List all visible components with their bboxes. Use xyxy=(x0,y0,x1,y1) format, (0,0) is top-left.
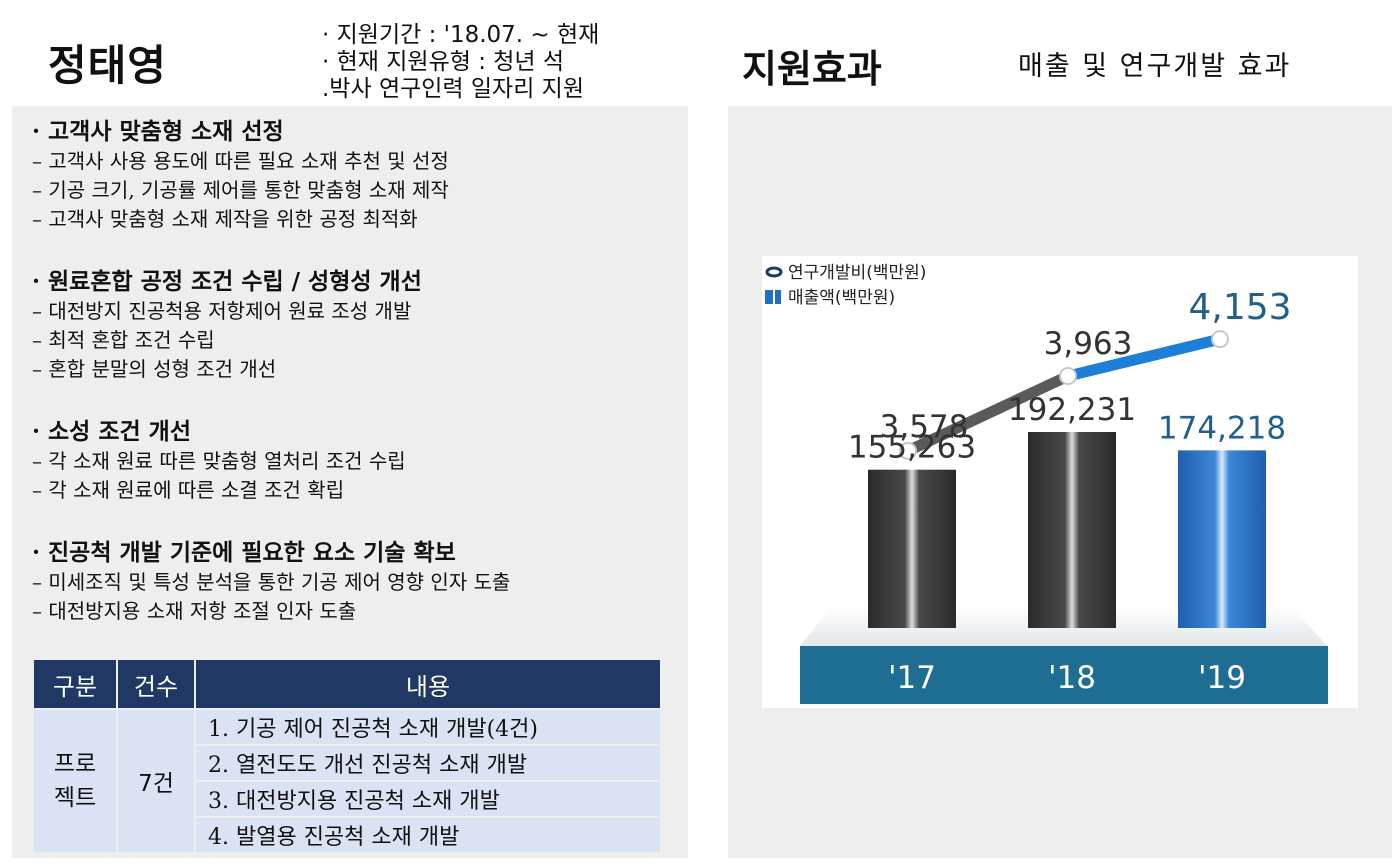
count-cell: 7건 xyxy=(118,710,194,852)
section-item: – 각 소재 원료 따른 맞춤형 열처리 조건 수립 xyxy=(32,449,406,473)
bar-value-label: 174,218 xyxy=(1158,410,1286,446)
rnd-point xyxy=(1211,330,1229,349)
header-count: 건수 xyxy=(118,660,194,708)
effect-subtitle: 매출 및 연구개발 효과 xyxy=(1018,51,1292,82)
support-period: · 지원기간 : '18.07. ~ 현재 xyxy=(322,22,600,48)
x-tick-label: '18 xyxy=(1048,660,1096,696)
section-item: – 기공 크기, 기공률 제어를 통한 맞춤형 소재 제작 xyxy=(32,178,449,202)
section-item: – 고객사 사용 용도에 따른 필요 소재 추천 및 선정 xyxy=(32,149,449,173)
effect-title: 지원효과 xyxy=(742,47,882,91)
table-header-row: 구분 건수 내용 xyxy=(34,660,660,708)
category-line: 젝트 xyxy=(53,785,97,811)
section-title: · 소성 조건 개선 xyxy=(32,418,191,445)
bar-value-label: 192,231 xyxy=(1008,392,1136,428)
section-title: · 진공척 개발 기준에 필요한 요소 기술 확보 xyxy=(32,539,456,566)
content-cell: 3. 대전방지용 진공척 소재 개발 xyxy=(196,782,660,816)
support-info: · 지원기간 : '18.07. ~ 현재 · 현재 지원유형 : 청년 석 .… xyxy=(322,22,599,103)
category-cell: 프로 젝트 xyxy=(34,710,116,852)
rnd-value-label: 3,578 xyxy=(880,409,969,445)
rnd-point xyxy=(1059,367,1077,386)
task-section: · 원료혼합 공정 조건 수립 / 성형성 개선 – 대전방지 진공척용 저항제… xyxy=(32,266,682,384)
content-cell: 1. 기공 제어 진공척 소재 개발(4건) xyxy=(196,710,660,744)
content-cell: 4. 발열용 진공척 소재 개발 xyxy=(196,818,660,852)
support-type-cont: .박사 연구인력 일자리 지원 xyxy=(322,76,585,102)
rnd-line-segment xyxy=(1062,333,1226,382)
task-section: · 고객사 맞춤형 소재 선정 – 고객사 사용 용도에 따른 필요 소재 추천… xyxy=(32,116,682,234)
bar-value-label: 155,263 xyxy=(848,430,976,466)
section-item: – 대전방지용 소재 저항 조절 인자 도출 xyxy=(32,599,357,623)
labels-layer: 155,263 192,231 174,218 3,578 3,963 4,153 xyxy=(848,287,1292,466)
bar-sales xyxy=(1178,450,1266,628)
sales-rnd-chart: 155,263 192,231 174,218 3,578 3,963 4,153 '17… xyxy=(762,256,1358,708)
table-row: 3. 대전방지용 진공척 소재 개발 xyxy=(34,782,660,816)
x-axis-band xyxy=(800,646,1328,704)
ticks-layer: '17 '18 '19 xyxy=(888,660,1246,696)
support-type: · 현재 지원유형 : 청년 석 xyxy=(322,49,565,75)
legend-sales-icon xyxy=(775,290,781,304)
table-row: 4. 발열용 진공척 소재 개발 xyxy=(34,818,660,852)
legend-rnd-label: 연구개발비(백만원) xyxy=(788,263,926,283)
legend-rnd-icon xyxy=(765,266,783,278)
person-name: 정태영 xyxy=(48,41,167,90)
task-section: · 진공척 개발 기준에 필요한 요소 기술 확보 – 미세조직 및 특성 분석… xyxy=(32,537,682,626)
content-cell: 2. 열전도도 개선 진공척 소재 개발 xyxy=(196,746,660,780)
rnd-value-label: 4,153 xyxy=(1188,287,1291,328)
category-line: 프로 xyxy=(53,751,97,777)
bar-sales xyxy=(868,469,956,628)
task-sections: · 고객사 맞춤형 소재 선정 – 고객사 사용 용도에 따른 필요 소재 추천… xyxy=(32,116,682,658)
header-category: 구분 xyxy=(34,660,116,708)
task-section: · 소성 조건 개선 – 각 소재 원료 따른 맞춤형 열처리 조건 수립 – … xyxy=(32,416,682,505)
section-item: – 미세조직 및 특성 분석을 통한 기공 제어 영향 인자 도출 xyxy=(32,570,511,594)
x-tick-label: '19 xyxy=(1198,660,1246,696)
bar-sales xyxy=(1028,432,1116,628)
section-item: – 대전방지 진공척용 저항제어 원료 조성 개발 xyxy=(32,299,412,323)
chart-legend: 연구개발비(백만원) 매출액(백만원) xyxy=(765,263,926,308)
rnd-line-segment xyxy=(902,370,1074,457)
rnd-value-label: 3,963 xyxy=(1044,326,1133,362)
x-tick-label: '17 xyxy=(888,660,936,696)
bars-layer xyxy=(868,432,1266,628)
section-item: – 혼합 분말의 성형 조건 개선 xyxy=(32,357,277,381)
table-row: 2. 열전도도 개선 진공척 소재 개발 xyxy=(34,746,660,780)
line-layer xyxy=(899,330,1229,460)
table-row: 프로 젝트 7건 1. 기공 제어 진공척 소재 개발(4건) xyxy=(34,710,660,852)
section-title: · 원료혼합 공정 조건 수립 / 성형성 개선 xyxy=(32,268,422,295)
legend-sales-icon xyxy=(765,290,773,304)
section-item: – 고객사 맞춤형 소재 제작을 위한 공정 최적화 xyxy=(32,207,418,231)
section-title: · 고객사 맞춤형 소재 선정 xyxy=(32,118,284,145)
project-table: 구분 건수 내용 프로 젝트 7건 1. 기공 제어 진공척 소재 개발(4건)… xyxy=(32,658,662,854)
section-item: – 각 소재 원료에 따른 소결 조건 확립 xyxy=(32,478,345,502)
section-item: – 최적 혼합 조건 수립 xyxy=(32,328,215,352)
rnd-point xyxy=(899,441,917,460)
header-content: 내용 xyxy=(196,660,660,708)
legend-sales-label: 매출액(백만원) xyxy=(788,288,895,308)
